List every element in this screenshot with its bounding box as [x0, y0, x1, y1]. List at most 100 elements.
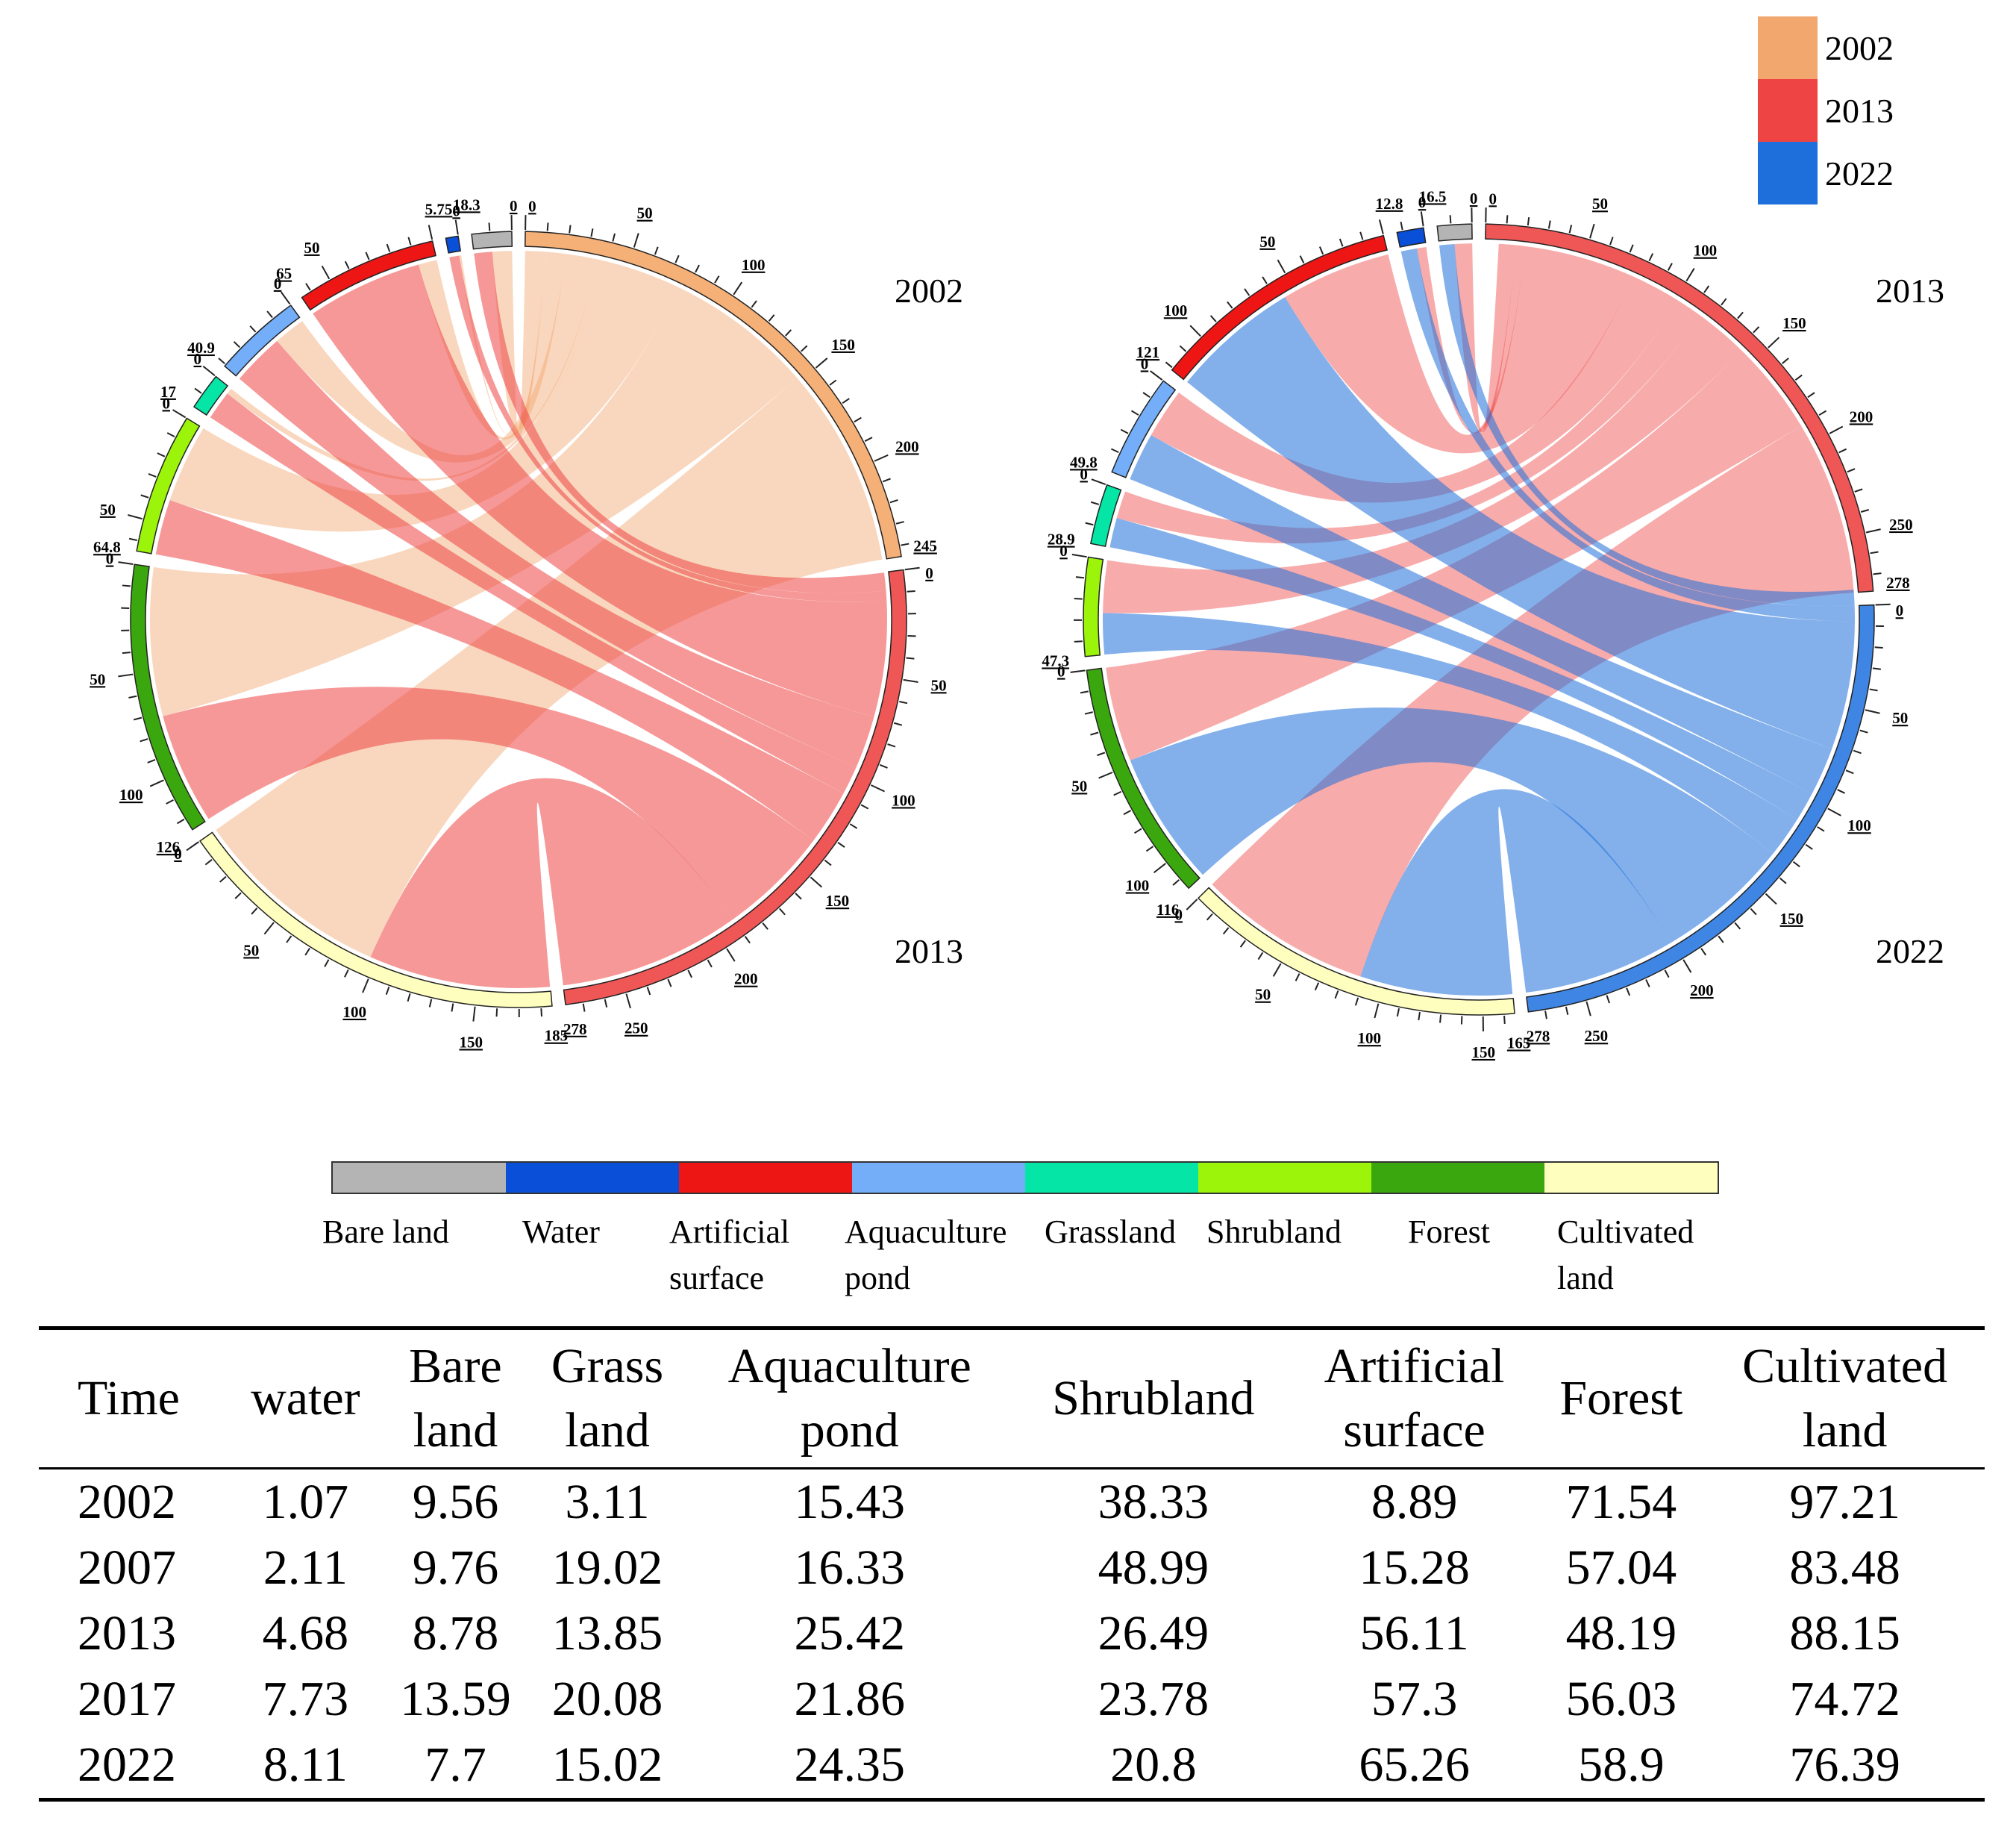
tick-mark — [1449, 215, 1452, 224]
column-header: Aquaculture pond — [683, 1328, 1015, 1469]
colorbar-water — [506, 1163, 679, 1193]
tick-mark — [1084, 711, 1093, 715]
tick-mark — [540, 1008, 542, 1017]
tick-mark — [654, 246, 659, 255]
chord-shrubland-2013 — [155, 500, 844, 841]
tick-mark — [646, 987, 651, 996]
tick-mark — [1334, 990, 1339, 999]
tick-mark — [687, 969, 693, 978]
tick-mark — [904, 566, 920, 571]
tick-mark — [707, 959, 713, 968]
tick-mark — [166, 799, 174, 805]
tick-mark — [695, 264, 700, 273]
table-cell: 97.21 — [1789, 1475, 1900, 1529]
tick-mark — [218, 357, 225, 364]
tick-mark — [1807, 392, 1815, 399]
tick-mark — [1805, 843, 1813, 850]
land-class-colorbar — [331, 1161, 1719, 1194]
tick-mark — [1400, 221, 1403, 231]
tick-mark — [128, 514, 143, 520]
tick-mark — [1222, 927, 1230, 935]
legend-swatch — [1758, 16, 1818, 79]
tick-mark — [879, 763, 888, 769]
tick-mark — [1257, 952, 1264, 961]
column-header: Artificial surface — [1292, 1328, 1538, 1469]
tick-mark — [1753, 326, 1760, 334]
table-cell: 88.15 — [1789, 1606, 1900, 1661]
column-header-text: Time — [78, 1371, 180, 1425]
arc-start-label: 185 — [545, 1027, 569, 1045]
tick-mark — [612, 233, 616, 242]
tick-mark — [1090, 731, 1099, 736]
tick-mark — [1172, 879, 1180, 886]
tick-mark — [887, 743, 896, 748]
tick-mark — [604, 999, 608, 1008]
column-header-text: land — [565, 1403, 650, 1458]
column-header-text: surface — [1343, 1403, 1486, 1458]
tick-mark — [1186, 899, 1198, 910]
tick-mark — [186, 841, 199, 852]
tick-mark — [1853, 749, 1862, 755]
arc-end-label: 278 — [1527, 1027, 1550, 1045]
tick-mark — [1272, 963, 1282, 977]
tick-mark — [842, 398, 850, 404]
tick-label: 100 — [1694, 242, 1718, 260]
tick-mark — [795, 893, 802, 900]
chord-artificial-surface-2002 — [418, 252, 566, 440]
tick-mark — [829, 379, 837, 386]
tick-mark — [194, 387, 202, 394]
tick-mark — [1869, 688, 1878, 692]
chord-shrubland-2013 — [1103, 316, 1742, 613]
chord-forest-2022 — [1130, 707, 1774, 943]
tick-label: 50 — [1592, 195, 1608, 213]
column-header-text: land — [413, 1403, 498, 1458]
tick-mark — [824, 859, 832, 866]
arc-end-label: 0 — [1057, 663, 1065, 681]
tick-mark — [133, 716, 143, 721]
tick-mark — [1872, 667, 1882, 670]
arc-2013 — [563, 569, 907, 1006]
tick-label: 50 — [243, 941, 259, 959]
table-cell: 13.59 — [400, 1672, 511, 1726]
tick-mark — [1378, 219, 1384, 234]
year-legend: 2002 2013 2022 — [1758, 16, 1894, 204]
chord-bare-land-2013 — [1454, 243, 1517, 432]
chord-artificial-surface-2013 — [313, 264, 887, 717]
table-cell: 74.72 — [1789, 1672, 1900, 1726]
arc-artificial-surface — [1171, 234, 1388, 381]
chord-ribbons — [1102, 243, 1856, 996]
tick-label: 250 — [624, 1019, 648, 1037]
tick-mark — [903, 678, 918, 683]
tick-mark — [118, 561, 134, 565]
tick-mark — [122, 584, 131, 587]
table-cell: 2007 — [78, 1540, 176, 1595]
tick-mark — [1837, 789, 1845, 794]
arc-start-label: 0 — [925, 564, 933, 582]
tick-mark — [837, 842, 845, 848]
arc-start-label: 18.3 — [453, 196, 480, 213]
tick-label: 150 — [831, 336, 855, 354]
table-cell: 8.11 — [263, 1737, 348, 1792]
tick-mark — [1314, 982, 1320, 991]
colorbar-grassland — [1025, 1163, 1198, 1193]
arc-start-label: 40.9 — [187, 339, 215, 357]
tick-mark — [625, 993, 631, 1009]
chord-forest-2002 — [150, 287, 798, 716]
arc-cultivated-land — [1197, 887, 1515, 1016]
tick-mark — [1682, 959, 1692, 973]
legend-swatch — [1758, 79, 1818, 142]
tick-label: 150 — [460, 1033, 483, 1051]
tick-mark — [860, 804, 869, 810]
tick-mark — [140, 738, 148, 743]
from-year-label: 2013 — [1876, 272, 1944, 310]
arc-grassland — [192, 375, 229, 416]
table-cell: 56.11 — [1359, 1606, 1469, 1661]
tick-mark — [882, 478, 891, 483]
tick-mark — [263, 922, 275, 935]
tick-mark — [1299, 255, 1305, 263]
table-cell: 57.3 — [1371, 1672, 1458, 1726]
table-cell: 48.99 — [1098, 1540, 1209, 1595]
tick-label: 150 — [1782, 314, 1806, 332]
tick-label: 100 — [343, 1003, 367, 1021]
tick-mark — [1737, 311, 1744, 319]
